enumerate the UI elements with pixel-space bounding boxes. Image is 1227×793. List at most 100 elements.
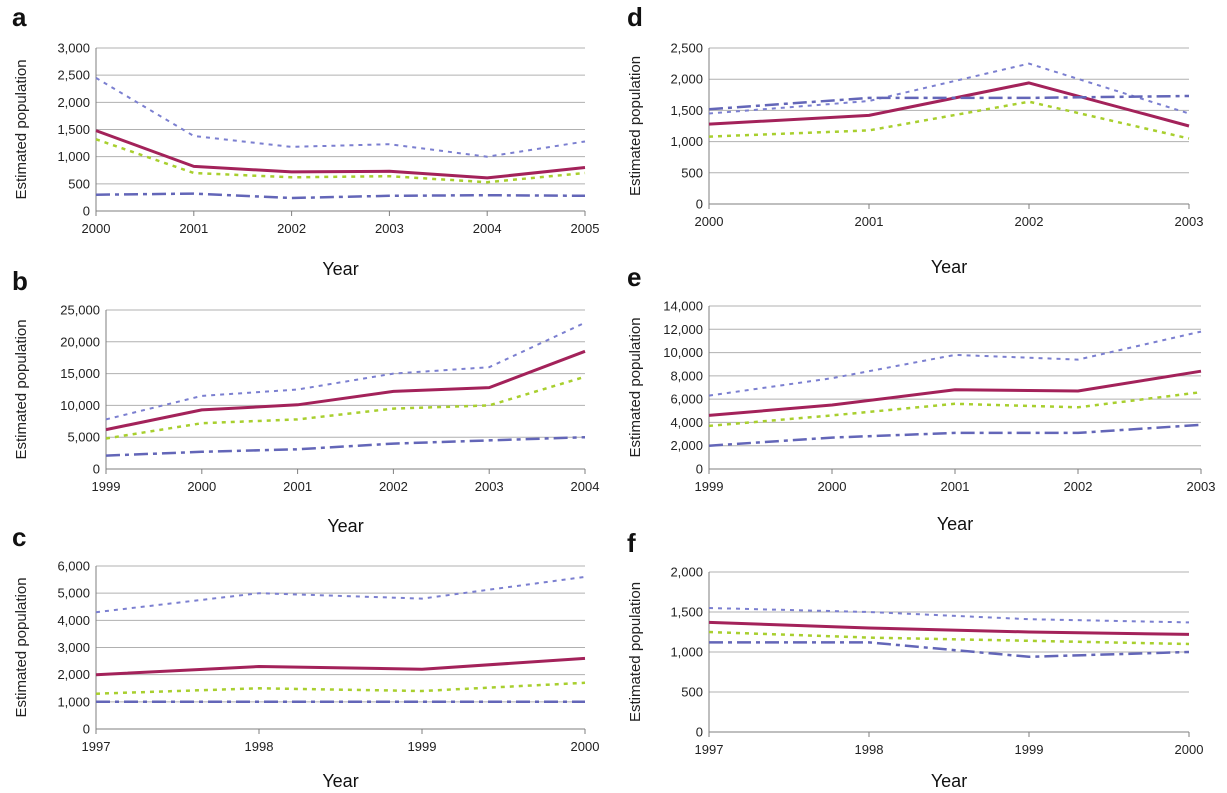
y-tick-label: 1,000 <box>57 694 90 709</box>
chart-panel-d: d 0 500 1,000 1,500 2,000 2,500 2000 2001 2002 200… <box>627 2 1203 277</box>
x-tick-label: 2003 <box>375 221 404 236</box>
series-line-lower <box>95 681 586 695</box>
y-tick-label: 20,000 <box>60 334 100 349</box>
x-tick-label: 2000 <box>1175 742 1204 757</box>
x-tick-label: 1999 <box>1015 742 1044 757</box>
series-line-estimate <box>105 349 586 432</box>
y-tick-label: 1,500 <box>670 605 703 620</box>
x-axis-label: Year <box>937 514 973 534</box>
y-tick-label: 3,000 <box>57 41 90 56</box>
y-tick-label: 1,500 <box>57 122 90 137</box>
chart-panel-e: e 0 2,000 4,000 6,000 8,000 10,000 12,000 14,000… <box>627 262 1215 534</box>
y-tick-label: 0 <box>696 462 703 477</box>
x-tick-label: 2001 <box>283 479 312 494</box>
series-line-lower <box>708 390 1202 428</box>
series-line-estimate <box>708 620 1190 636</box>
x-tick-label: 1999 <box>408 739 437 754</box>
y-tick-label: 2,500 <box>57 68 90 83</box>
x-tick-label: 2003 <box>475 479 504 494</box>
x-tick-label: 1997 <box>82 739 111 754</box>
x-tick-label: 2002 <box>379 479 408 494</box>
x-tick-label: 1999 <box>92 479 121 494</box>
y-axis-label: Estimated population <box>627 317 644 457</box>
series-line-other <box>95 192 586 200</box>
series-line-lower <box>105 375 586 440</box>
panel-letter-c: c <box>12 522 26 552</box>
x-axis-label: Year <box>931 771 967 791</box>
y-tick-label: 6,000 <box>670 392 703 407</box>
y-tick-label: 10,000 <box>663 345 703 360</box>
y-tick-label: 2,000 <box>57 95 90 110</box>
series-line-upper <box>95 575 586 614</box>
x-tick-label: 2000 <box>82 221 111 236</box>
y-tick-label: 0 <box>83 722 90 737</box>
y-axis-label: Estimated population <box>13 577 30 717</box>
x-tick-label: 1999 <box>695 479 724 494</box>
y-tick-label: 1,000 <box>57 149 90 164</box>
y-tick-label: 25,000 <box>60 303 100 318</box>
x-axis-label: Year <box>322 259 358 279</box>
x-tick-label: 2001 <box>941 479 970 494</box>
panel-letter-f: f <box>627 528 636 558</box>
y-tick-label: 0 <box>93 462 100 477</box>
y-tick-label: 6,000 <box>57 559 90 574</box>
series-line-upper <box>708 62 1190 115</box>
y-tick-label: 0 <box>83 204 90 219</box>
x-axis-label: Year <box>322 771 358 791</box>
y-tick-label: 8,000 <box>670 368 703 383</box>
x-tick-label: 1997 <box>695 742 724 757</box>
y-tick-label: 3,000 <box>57 640 90 655</box>
series-line-other <box>105 435 586 457</box>
x-tick-label: 2002 <box>1015 214 1044 229</box>
x-tick-label: 2000 <box>695 214 724 229</box>
y-tick-label: 14,000 <box>663 299 703 314</box>
series-line-upper <box>708 330 1202 397</box>
y-tick-label: 5,000 <box>67 430 100 445</box>
chart-panel-b: b 0 5,000 10,000 15,000 20,000 25,000 1999 2000 2… <box>12 266 599 536</box>
series-line-other <box>709 641 1190 659</box>
y-axis-label: Estimated population <box>13 319 30 459</box>
panel-letter-e: e <box>627 262 641 292</box>
x-tick-label: 2003 <box>1175 214 1204 229</box>
y-axis-label: Estimated population <box>13 59 30 199</box>
series-line-estimate <box>708 81 1190 128</box>
series-line-upper <box>708 607 1190 624</box>
series-line-estimate <box>95 656 586 677</box>
y-tick-label: 500 <box>681 685 703 700</box>
series-line-estimate <box>95 129 586 180</box>
chart-panel-a: a 0 500 1,000 1,500 2,000 2,500 3,000 2000 2001 20… <box>12 2 599 279</box>
y-tick-label: 1,000 <box>670 645 703 660</box>
y-tick-label: 2,000 <box>670 72 703 87</box>
y-tick-label: 2,000 <box>57 667 90 682</box>
x-tick-label: 2001 <box>855 214 884 229</box>
y-tick-label: 0 <box>696 197 703 212</box>
x-axis-label: Year <box>931 257 967 277</box>
y-tick-label: 2,000 <box>670 438 703 453</box>
series-line-estimate <box>708 369 1202 417</box>
y-tick-label: 10,000 <box>60 398 100 413</box>
panel-letter-b: b <box>12 266 28 296</box>
x-tick-label: 2000 <box>571 739 600 754</box>
y-tick-label: 1,000 <box>670 134 703 149</box>
y-tick-label: 500 <box>681 165 703 180</box>
series-line-upper <box>105 321 586 421</box>
x-axis-label: Year <box>327 516 363 536</box>
panel-letter-a: a <box>12 2 27 32</box>
x-tick-label: 2000 <box>818 479 847 494</box>
y-axis-label: Estimated population <box>627 56 644 196</box>
x-tick-label: 2003 <box>1187 479 1216 494</box>
y-tick-label: 2,500 <box>670 41 703 56</box>
x-tick-label: 2002 <box>277 221 306 236</box>
y-axis-label: Estimated population <box>627 582 644 722</box>
chart-panel-f: f 0 500 1,000 1,500 2,000 1997 1998 1999 2000 Esti… <box>627 528 1203 791</box>
x-tick-label: 1998 <box>245 739 274 754</box>
y-tick-label: 4,000 <box>670 415 703 430</box>
series-line-upper <box>95 77 586 158</box>
y-tick-label: 4,000 <box>57 613 90 628</box>
x-tick-label: 2000 <box>187 479 216 494</box>
y-tick-label: 15,000 <box>60 366 100 381</box>
y-tick-label: 1,500 <box>670 103 703 118</box>
y-tick-label: 12,000 <box>663 322 703 337</box>
x-tick-label: 2005 <box>571 221 600 236</box>
